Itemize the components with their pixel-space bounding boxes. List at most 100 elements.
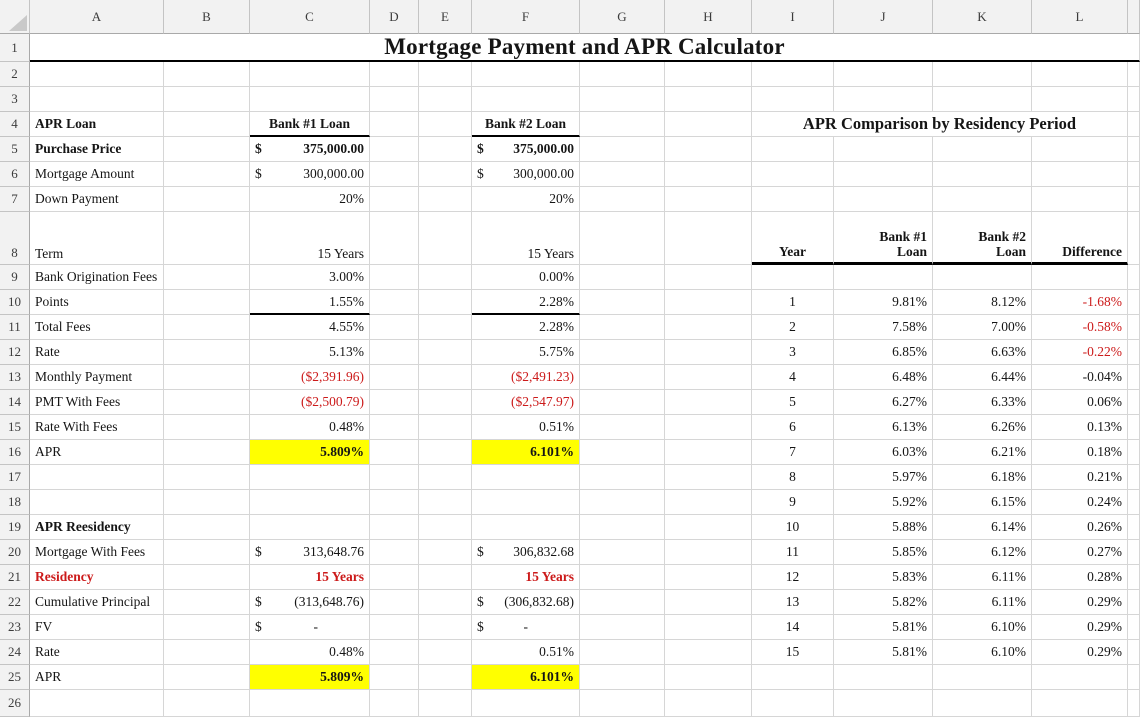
cell-L7[interactable] <box>1032 187 1128 212</box>
cell-J17[interactable]: 5.97% <box>834 465 933 490</box>
row-header-7[interactable]: 7 <box>0 187 30 212</box>
cell-D20[interactable] <box>370 540 419 565</box>
cell-D14[interactable] <box>370 390 419 415</box>
column-header-B[interactable]: B <box>164 0 250 34</box>
cell-D10[interactable] <box>370 290 419 315</box>
cell-C26[interactable] <box>250 690 370 717</box>
cell-L13[interactable]: -0.04% <box>1032 365 1128 390</box>
cell-L6[interactable] <box>1032 162 1128 187</box>
cell-partial15[interactable] <box>1128 415 1140 440</box>
cell-G6[interactable] <box>580 162 665 187</box>
cell-I9[interactable] <box>752 265 834 290</box>
row-header-13[interactable]: 13 <box>0 365 30 390</box>
cell-B6[interactable] <box>164 162 250 187</box>
cell-D26[interactable] <box>370 690 419 717</box>
cell-L24[interactable]: 0.29% <box>1032 640 1128 665</box>
cell-B13[interactable] <box>164 365 250 390</box>
cell-H5[interactable] <box>665 137 752 162</box>
cell-C15[interactable]: 0.48% <box>250 415 370 440</box>
cell-F24[interactable]: 0.51% <box>472 640 580 665</box>
cell-I7[interactable] <box>752 187 834 212</box>
cell-C6[interactable]: $300,000.00 <box>250 162 370 187</box>
select-all-corner[interactable] <box>0 0 30 34</box>
cell-F2[interactable] <box>472 62 580 87</box>
cell-F19[interactable] <box>472 515 580 540</box>
cell-partial10[interactable] <box>1128 290 1140 315</box>
cell-J26[interactable] <box>834 690 933 717</box>
cell-H19[interactable] <box>665 515 752 540</box>
cell-partial5[interactable] <box>1128 137 1140 162</box>
column-header-I[interactable]: I <box>752 0 834 34</box>
cell-E6[interactable] <box>419 162 472 187</box>
cell-I10[interactable]: 1 <box>752 290 834 315</box>
column-header-C[interactable]: C <box>250 0 370 34</box>
cell-B9[interactable] <box>164 265 250 290</box>
cell-L12[interactable]: -0.22% <box>1032 340 1128 365</box>
row-header-1[interactable]: 1 <box>0 34 30 62</box>
cell-J13[interactable]: 6.48% <box>834 365 933 390</box>
cell-F25[interactable]: 6.101% <box>472 665 580 690</box>
cell-L8[interactable]: Difference <box>1032 212 1128 265</box>
cell-partial25[interactable] <box>1128 665 1140 690</box>
cell-A20[interactable]: Mortgage With Fees <box>30 540 164 565</box>
cell-K11[interactable]: 7.00% <box>933 315 1032 340</box>
cell-C19[interactable] <box>250 515 370 540</box>
cell-C2[interactable] <box>250 62 370 87</box>
cell-L15[interactable]: 0.13% <box>1032 415 1128 440</box>
cell-A4[interactable]: APR Loan <box>30 112 164 137</box>
cell-partial12[interactable] <box>1128 340 1140 365</box>
cell-L14[interactable]: 0.06% <box>1032 390 1128 415</box>
cell-L23[interactable]: 0.29% <box>1032 615 1128 640</box>
column-header-E[interactable]: E <box>419 0 472 34</box>
cell-D16[interactable] <box>370 440 419 465</box>
cell-J3[interactable] <box>834 87 933 112</box>
cell-E11[interactable] <box>419 315 472 340</box>
cell-G8[interactable] <box>580 212 665 265</box>
cell-partial17[interactable] <box>1128 465 1140 490</box>
cell-L10[interactable]: -1.68% <box>1032 290 1128 315</box>
cell-A15[interactable]: Rate With Fees <box>30 415 164 440</box>
cell-I17[interactable]: 8 <box>752 465 834 490</box>
cell-K7[interactable] <box>933 187 1032 212</box>
cell-A11[interactable]: Total Fees <box>30 315 164 340</box>
cell-I12[interactable]: 3 <box>752 340 834 365</box>
cell-K20[interactable]: 6.12% <box>933 540 1032 565</box>
cell-A12[interactable]: Rate <box>30 340 164 365</box>
cell-E7[interactable] <box>419 187 472 212</box>
row-header-21[interactable]: 21 <box>0 565 30 590</box>
cell-K10[interactable]: 8.12% <box>933 290 1032 315</box>
cell-A1[interactable]: Mortgage Payment and APR Calculator <box>30 34 1140 62</box>
cell-I3[interactable] <box>752 87 834 112</box>
cell-K19[interactable]: 6.14% <box>933 515 1032 540</box>
cell-F9[interactable]: 0.00% <box>472 265 580 290</box>
cell-F8[interactable]: 15 Years <box>472 212 580 265</box>
cell-L26[interactable] <box>1032 690 1128 717</box>
cell-J25[interactable] <box>834 665 933 690</box>
cell-G15[interactable] <box>580 415 665 440</box>
cell-A21[interactable]: Residency <box>30 565 164 590</box>
cell-B14[interactable] <box>164 390 250 415</box>
cell-G2[interactable] <box>580 62 665 87</box>
cell-J19[interactable]: 5.88% <box>834 515 933 540</box>
cell-H20[interactable] <box>665 540 752 565</box>
cell-G7[interactable] <box>580 187 665 212</box>
cell-L9[interactable] <box>1032 265 1128 290</box>
row-header-16[interactable]: 16 <box>0 440 30 465</box>
cell-G11[interactable] <box>580 315 665 340</box>
cell-H25[interactable] <box>665 665 752 690</box>
cell-C8[interactable]: 15 Years <box>250 212 370 265</box>
cell-I22[interactable]: 13 <box>752 590 834 615</box>
cell-J8[interactable]: Bank #1 Loan <box>834 212 933 265</box>
row-header-22[interactable]: 22 <box>0 590 30 615</box>
cell-C3[interactable] <box>250 87 370 112</box>
cell-B20[interactable] <box>164 540 250 565</box>
cell-E13[interactable] <box>419 365 472 390</box>
cell-H9[interactable] <box>665 265 752 290</box>
row-header-12[interactable]: 12 <box>0 340 30 365</box>
cell-H10[interactable] <box>665 290 752 315</box>
cell-B18[interactable] <box>164 490 250 515</box>
cell-K5[interactable] <box>933 137 1032 162</box>
cell-A14[interactable]: PMT With Fees <box>30 390 164 415</box>
cell-G4[interactable] <box>580 112 665 137</box>
cell-D22[interactable] <box>370 590 419 615</box>
